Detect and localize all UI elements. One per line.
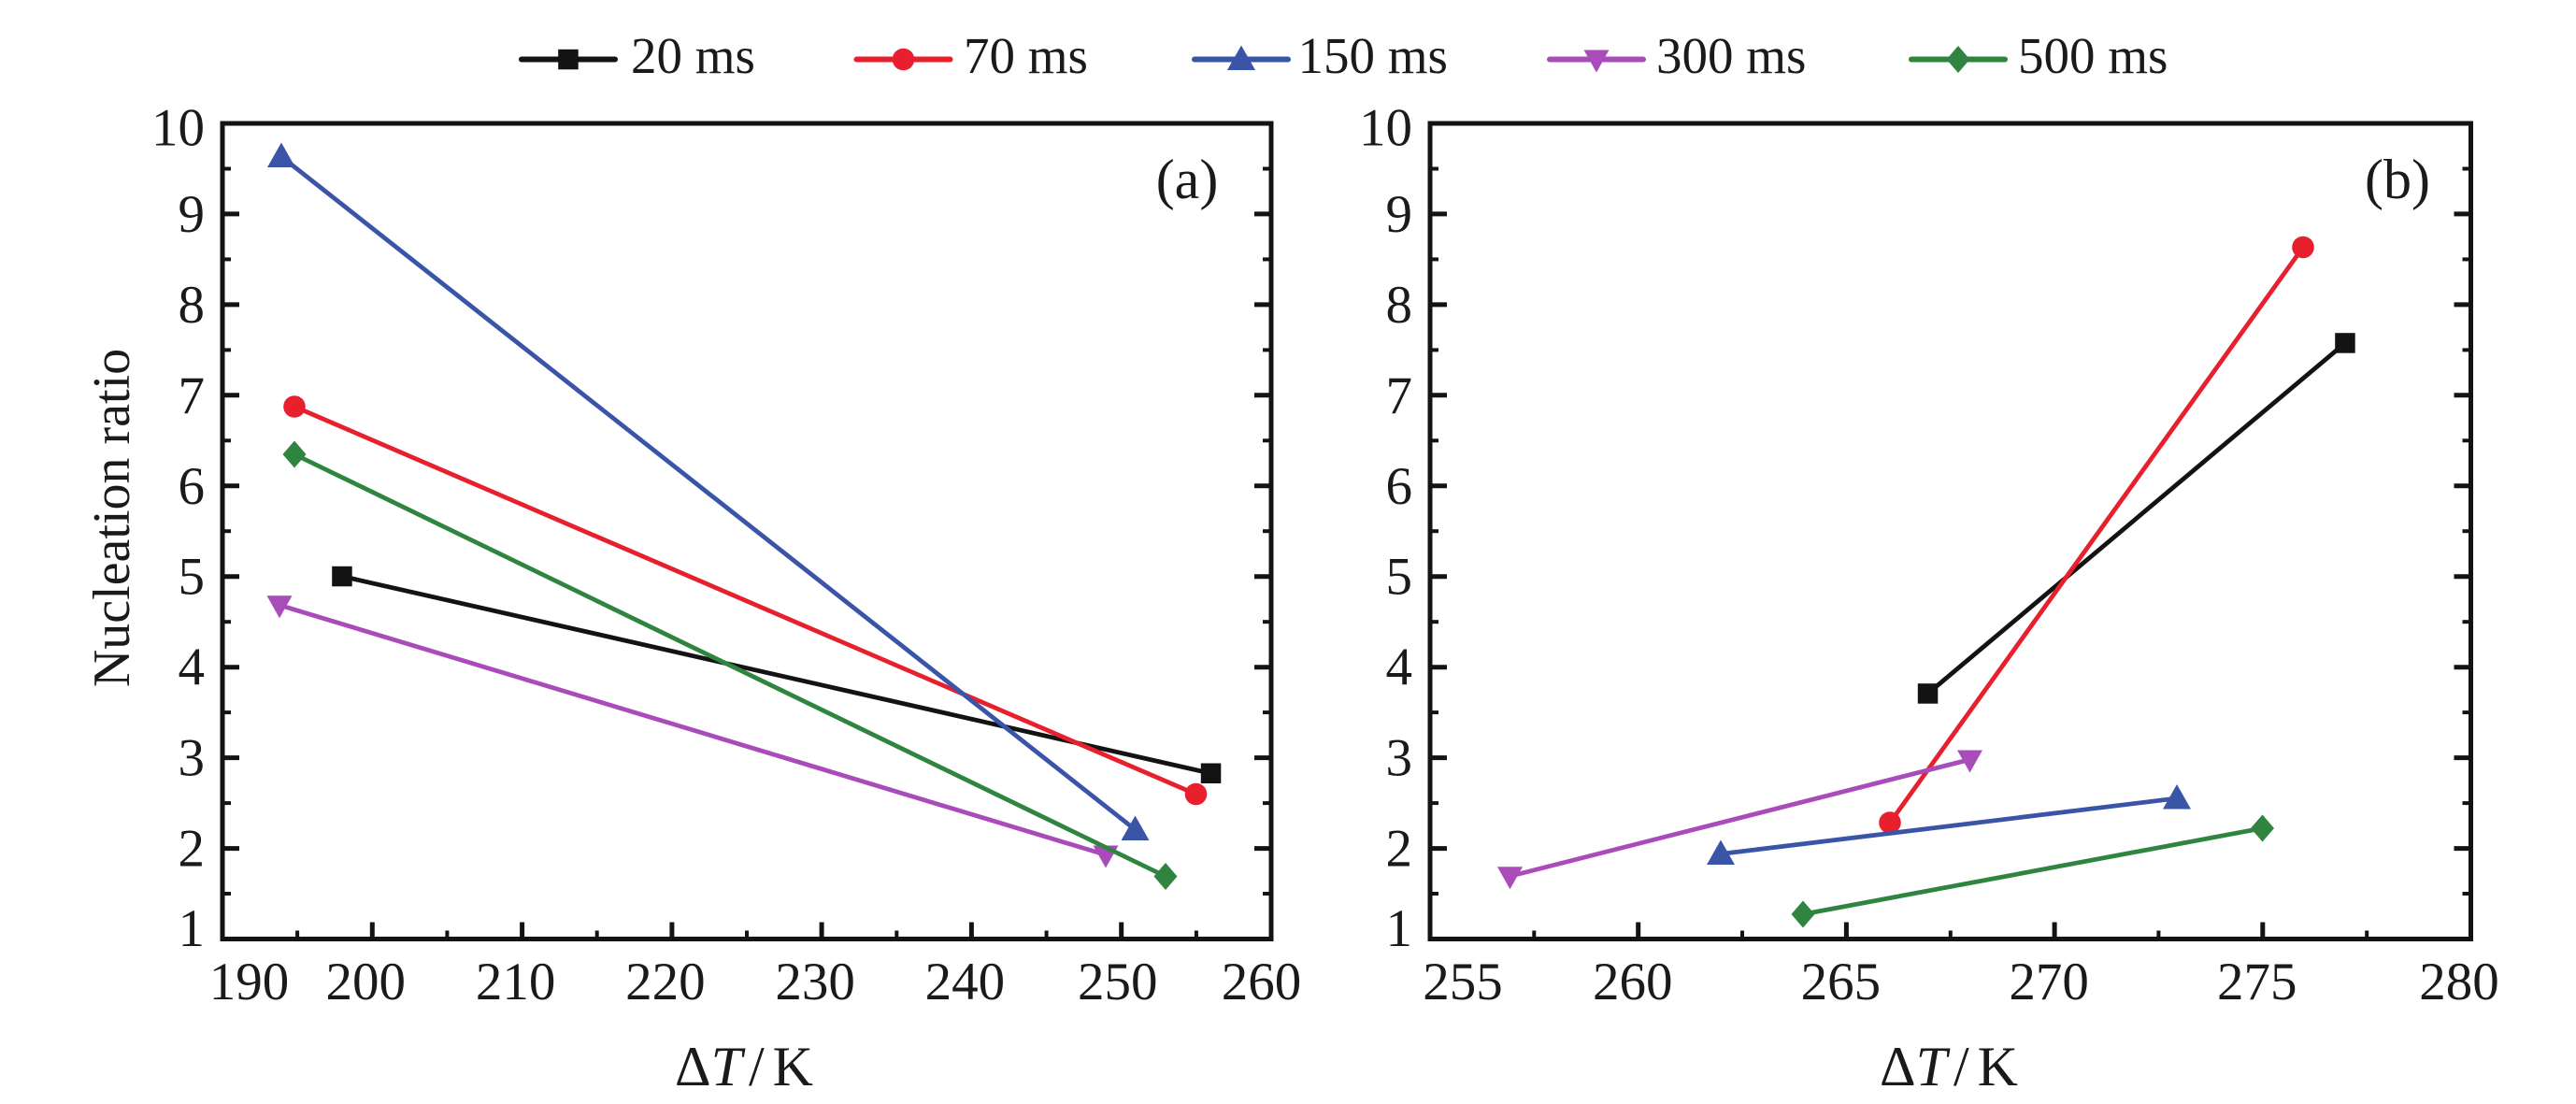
svg-text:1: 1 <box>1386 899 1413 958</box>
svg-text:265: 265 <box>1801 953 1882 1011</box>
svg-text:2: 2 <box>1386 820 1413 879</box>
svg-text:(a): (a) <box>1156 149 1219 210</box>
svg-text:7: 7 <box>179 366 206 425</box>
svg-text:70 ms: 70 ms <box>964 27 1088 84</box>
svg-text:230: 230 <box>775 953 855 1011</box>
svg-text:20 ms: 20 ms <box>631 27 755 84</box>
svg-text:220: 220 <box>625 953 706 1011</box>
svg-text:300 ms: 300 ms <box>1656 27 1806 84</box>
svg-text:190: 190 <box>209 953 290 1011</box>
svg-text:2: 2 <box>179 820 206 879</box>
svg-text:200: 200 <box>326 953 407 1011</box>
svg-text:3: 3 <box>1386 729 1413 788</box>
svg-text:10: 10 <box>1359 99 1412 158</box>
svg-text:250: 250 <box>1078 953 1158 1011</box>
svg-text:210: 210 <box>476 953 556 1011</box>
svg-text:8: 8 <box>179 276 206 335</box>
svg-text:280: 280 <box>2419 953 2499 1011</box>
svg-text:1: 1 <box>179 899 206 958</box>
svg-text:9: 9 <box>1386 185 1413 244</box>
svg-text:260: 260 <box>1222 953 1302 1011</box>
svg-text:8: 8 <box>1386 276 1413 335</box>
svg-text:7: 7 <box>1386 366 1413 425</box>
svg-text:Nucleation ratio: Nucleation ratio <box>83 349 141 687</box>
svg-text:9: 9 <box>179 185 206 244</box>
svg-text:255: 255 <box>1423 953 1503 1011</box>
svg-text:150 ms: 150 ms <box>1298 27 1448 84</box>
svg-text:6: 6 <box>179 457 206 516</box>
svg-text:260: 260 <box>1593 953 1673 1011</box>
svg-text:275: 275 <box>2217 953 2297 1011</box>
svg-text:5: 5 <box>1386 548 1413 607</box>
svg-text:270: 270 <box>2009 953 2089 1011</box>
svg-text:5: 5 <box>179 548 206 607</box>
svg-text:(b): (b) <box>2365 149 2430 210</box>
svg-text:4: 4 <box>1386 638 1413 697</box>
svg-text:10: 10 <box>151 99 205 158</box>
svg-text:4: 4 <box>179 638 206 697</box>
svg-text:6: 6 <box>1386 457 1413 516</box>
svg-text:3: 3 <box>179 729 206 788</box>
svg-text:240: 240 <box>925 953 1006 1011</box>
svg-text:500 ms: 500 ms <box>2018 27 2168 84</box>
